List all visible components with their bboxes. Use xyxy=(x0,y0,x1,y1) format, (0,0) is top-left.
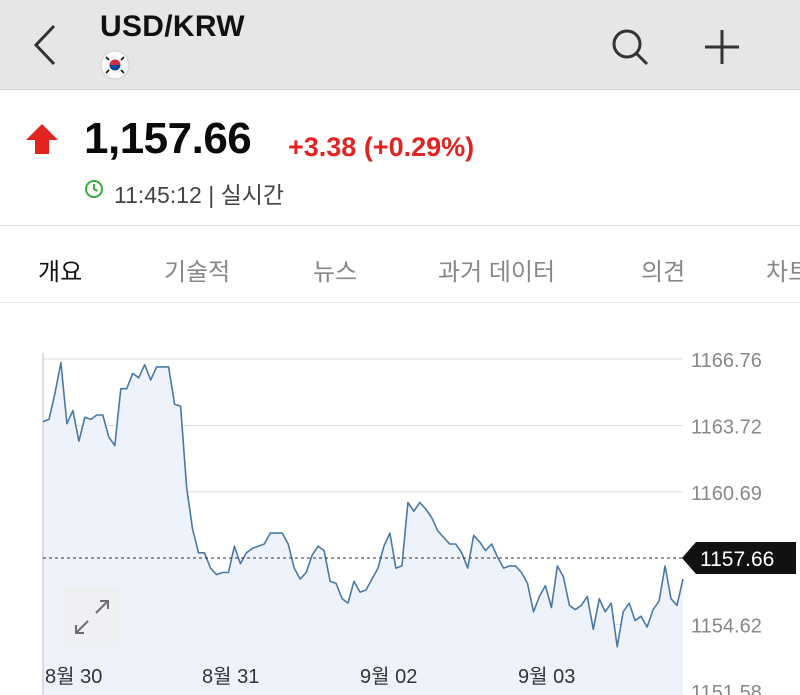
arrow-up-icon xyxy=(24,122,60,156)
y-tick-label: 1151.58 xyxy=(691,682,762,695)
add-button[interactable] xyxy=(697,22,747,72)
quote-panel: 1,157.66 +3.38 (+0.29%) 11:45:12 | 실시간 xyxy=(0,90,800,225)
x-tick-label: 8월 30 xyxy=(45,665,102,688)
x-tick-label: 9월 03 xyxy=(518,665,575,688)
tab-technical[interactable]: 기술적 xyxy=(164,259,231,286)
tab-historical-data[interactable]: 과거 데이터 xyxy=(438,259,556,286)
update-time: 11:45:12 | 실시간 xyxy=(114,182,285,208)
series-area-fill xyxy=(43,362,683,695)
price-chart-svg: 1166.76 1163.72 1160.69 1154.62 1151.58 1157.… xyxy=(42,350,796,695)
expand-icon xyxy=(75,600,109,634)
y-tick-label: 1154.62 xyxy=(691,616,762,638)
y-tick-label: 1166.76 xyxy=(691,350,762,372)
y-tick-label: 1163.72 xyxy=(691,416,762,438)
current-price: 1,157.66 xyxy=(84,114,252,163)
tab-opinion[interactable]: 의견 xyxy=(641,259,686,286)
tab-news[interactable]: 뉴스 xyxy=(313,259,358,286)
current-value-marker xyxy=(682,542,796,575)
series-line xyxy=(42,361,684,648)
current-value-label: 1157.66 xyxy=(700,548,774,571)
tab-bar: 개요 기술적 뉴스 과거 데이터 의견 차트 xyxy=(0,225,800,303)
chevron-left-icon xyxy=(33,24,56,66)
search-button[interactable] xyxy=(605,22,655,72)
page-title: USD/KRW xyxy=(100,10,245,43)
y-tick-label: 1160.69 xyxy=(691,483,762,505)
top-bar: USD/KRW xyxy=(0,0,800,90)
search-icon xyxy=(612,29,649,66)
back-button[interactable] xyxy=(22,18,72,72)
south-korea-flag-icon xyxy=(100,50,130,80)
x-tick-label: 8월 31 xyxy=(202,665,259,688)
price-chart[interactable]: 1166.76 1163.72 1160.69 1154.62 1151.58 1157.… xyxy=(0,303,800,695)
expand-chart-button[interactable] xyxy=(62,587,122,647)
tab-chart[interactable]: 차트 xyxy=(766,259,800,286)
clock-icon xyxy=(84,179,104,199)
x-tick-label: 9월 02 xyxy=(360,665,417,688)
tab-overview[interactable]: 개요 xyxy=(38,259,83,286)
price-change: +3.38 (+0.29%) xyxy=(288,132,475,162)
plus-icon xyxy=(705,30,739,64)
